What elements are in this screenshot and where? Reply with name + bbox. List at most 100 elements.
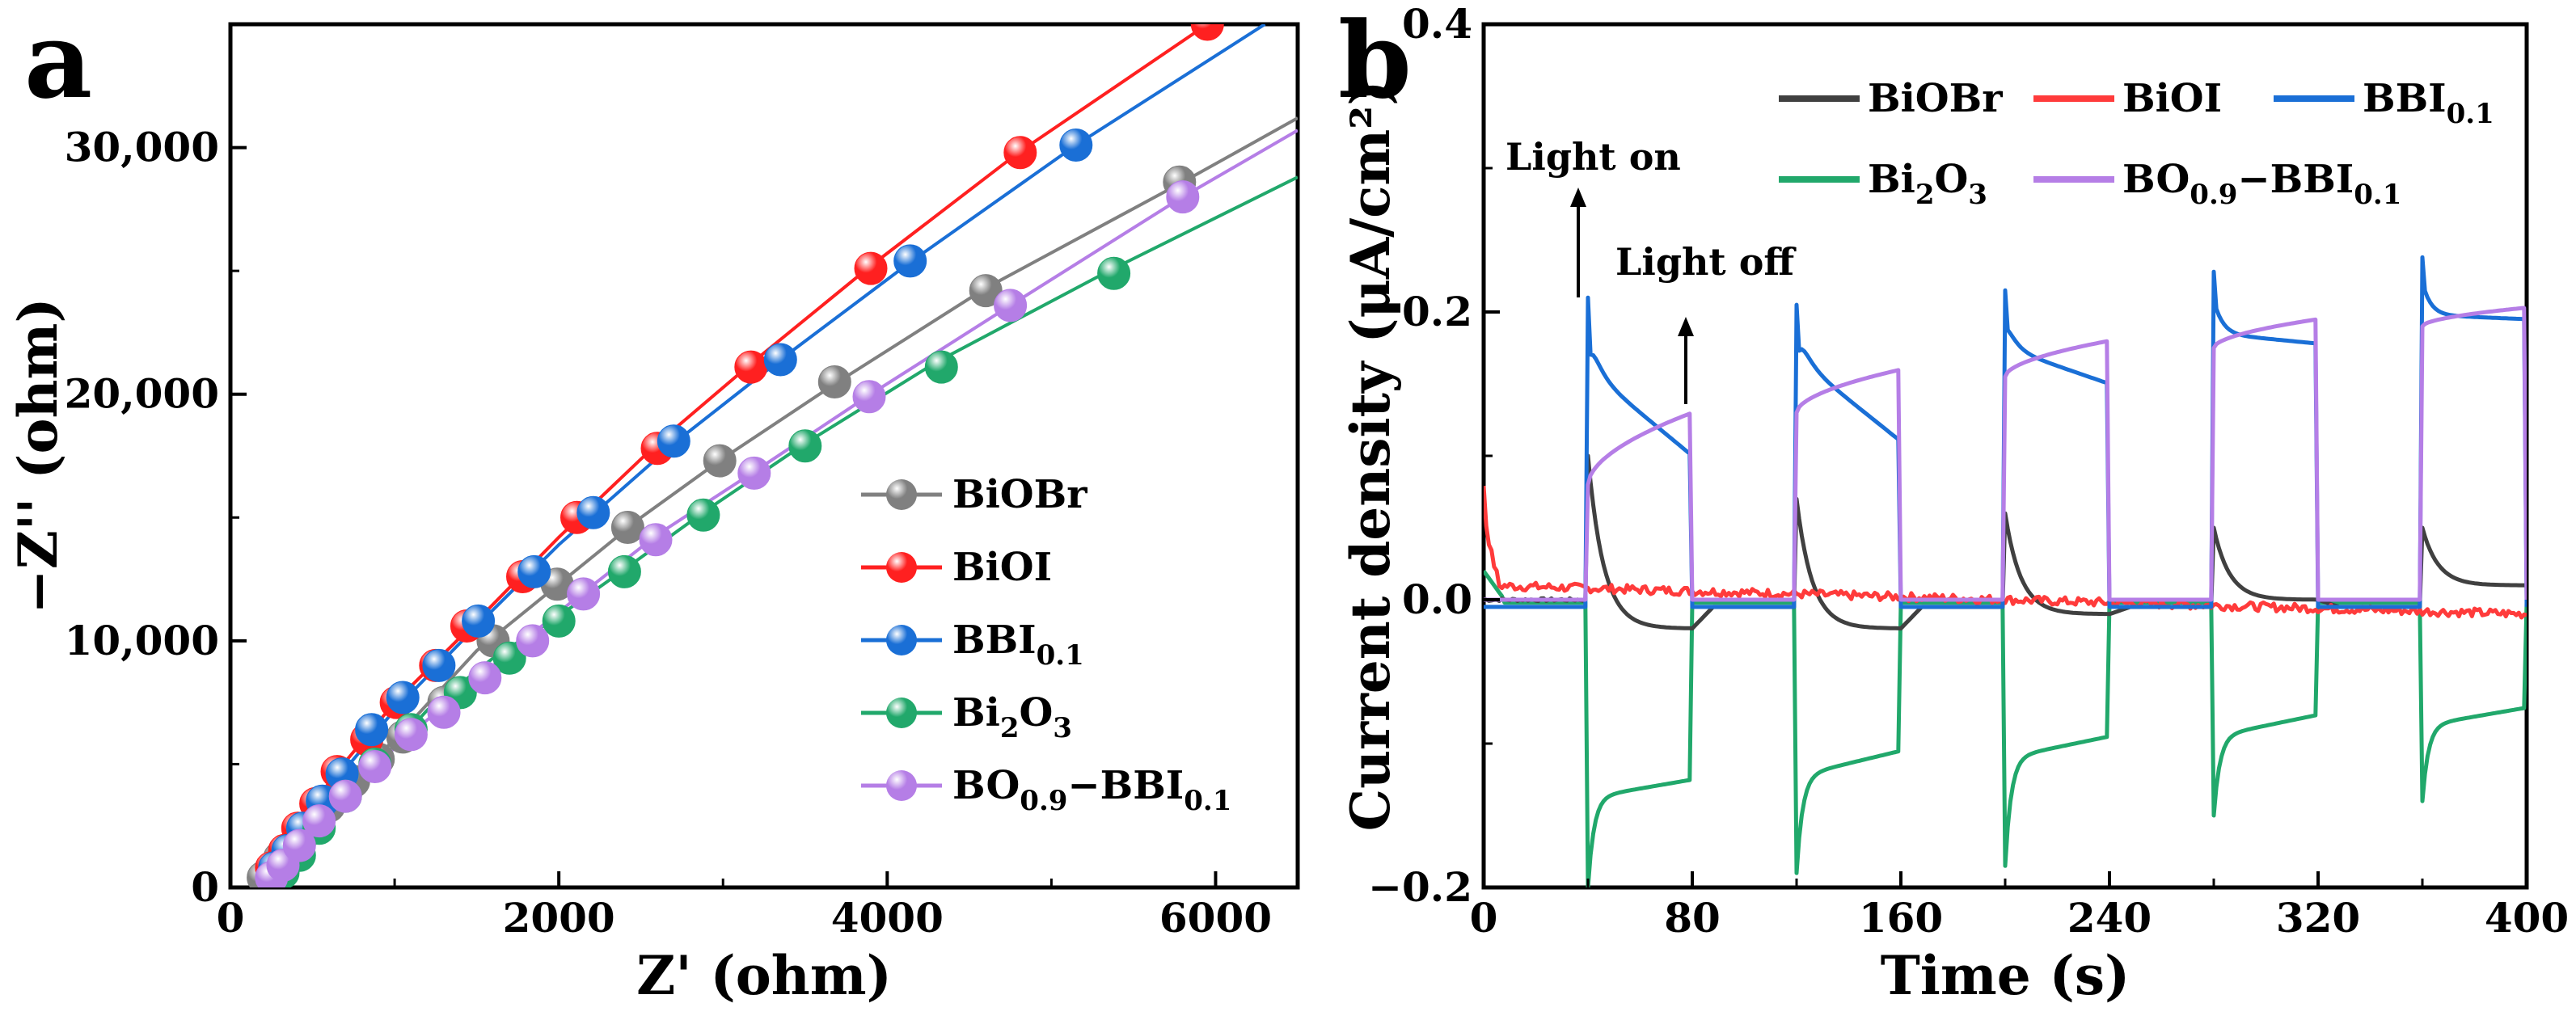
panel-b-series (1484, 255, 2527, 887)
panel-a-y-axis-title: −Z'' (ohm) (6, 297, 70, 613)
series-a-point-bo0-9-bbi0-1 (302, 804, 336, 838)
series-a-point-biobr (610, 511, 644, 544)
series-a-point-bi2o3 (788, 429, 822, 463)
svg-text:Bi2O3: Bi2O3 (952, 690, 1072, 744)
series-a-point-bo0-9-bbi0-1 (1166, 180, 1200, 214)
panel-b-ticks: 0 80 160 240 320 400 −0.2 0.0 0.2 0.4 (1368, 0, 2569, 942)
panel-a-y-tick-label: 30,000 (65, 124, 219, 171)
panel-b-y-axis-title: Current density (μA/cm²) (1339, 81, 1402, 832)
legend-a-label-bo-bbi: BO (952, 763, 1020, 808)
series-a-point-bbi0-1 (893, 244, 927, 278)
panel-a-y-tick-label: 0 (191, 863, 219, 911)
legend-a-label-bi2o3-o: O (1019, 690, 1053, 735)
legend-b-label-bo-bbi-sub: 0.9 (2190, 179, 2237, 211)
series-a-point-bo0-9-bbi0-1 (994, 289, 1028, 322)
legend-a-label-bi2o3-sub: 2 (1000, 712, 1020, 744)
series-a-point-bioi (734, 350, 768, 384)
legend-b-item-bbi: BBI0.1 (2274, 76, 2494, 130)
panel-a-y-tick-label: 20,000 (65, 370, 219, 418)
series-a-point-bbi0-1 (657, 424, 690, 458)
panel-a-x-tick-label: 0 (217, 894, 245, 942)
series-a-point-bo0-9-bbi0-1 (394, 718, 428, 752)
series-a-point-bbi0-1 (1059, 129, 1093, 162)
panel-b-x-tick-label: 80 (1664, 894, 1721, 942)
svg-text:BiOI: BiOI (2122, 76, 2222, 121)
legend-a-marker-biobr (886, 479, 917, 510)
series-a-point-bo0-9-bbi0-1 (358, 750, 392, 783)
legend-a-label-bi2o3: Bi (952, 690, 1000, 735)
legend-b-label-bi2o3-o: O (1934, 157, 1968, 202)
panel-a-x-tick-label: 4000 (831, 894, 944, 942)
svg-text:BBI0.1: BBI0.1 (952, 617, 1084, 672)
series-a-point-bioi (854, 251, 888, 285)
legend-a-item-bo-bbi: BO0.9−BBI0.1 (861, 763, 1231, 817)
svg-text:BBI0.1: BBI0.1 (2363, 76, 2494, 130)
svg-text:BiOI: BiOI (952, 545, 1052, 590)
legend-a-label-bbi-sub: 0.1 (1037, 639, 1084, 672)
panel-b-x-tick-label: 320 (2276, 894, 2360, 942)
legend-b-label-bi2o3: Bi (1868, 157, 1915, 202)
legend-b-label-bi2o3-sub2: 3 (1968, 179, 1987, 211)
legend-b-label-bbi-sub: 0.1 (2447, 98, 2494, 130)
panel-b-label: b (1338, 0, 1412, 122)
series-a-point-biobr (817, 365, 851, 398)
series-a-point-bo0-9-bbi0-1 (468, 661, 502, 695)
panel-a-ticks: 0 2000 4000 6000 0 10,000 20,000 30,000 (65, 124, 1272, 942)
series-a-point-bbi0-1 (576, 495, 610, 529)
panel-b-legend: BiOBr BiOI BBI0.1 Bi2O3 BO0.9−BBI0.1 (1779, 76, 2494, 211)
svg-text:Bi2O3: Bi2O3 (1868, 157, 1987, 211)
series-a-point-bbi0-1 (462, 604, 496, 638)
legend-b-item-bi2o3: Bi2O3 (1779, 157, 1987, 211)
legend-b-label-bbi: BBI (2363, 76, 2447, 121)
series-a-point-bo0-9-bbi0-1 (567, 577, 601, 611)
series-a-point-bbi0-1 (422, 648, 456, 682)
legend-a-label-bi2o3-sub2: 3 (1053, 712, 1072, 744)
legend-b-item-biobr: BiOBr (1779, 76, 2003, 121)
series-b-line-bioi (1484, 486, 2527, 620)
series-a-point-bo0-9-bbi0-1 (852, 380, 886, 414)
series-a-point-bi2o3 (607, 554, 641, 588)
series-a-point-bbi0-1 (386, 681, 420, 714)
series-a-point-bo0-9-bbi0-1 (328, 779, 362, 813)
panel-a-series (247, 24, 1298, 887)
series-a-point-bi2o3 (1097, 256, 1131, 290)
series-a-point-bbi0-1 (763, 343, 797, 377)
svg-text:BiOBr: BiOBr (1868, 76, 2003, 121)
panel-a-x-axis-title: Z' (ohm) (636, 944, 892, 1007)
legend-b-label-bo-bbi-main2: −BBI (2237, 157, 2354, 202)
panel-b-x-tick-label: 240 (2067, 894, 2152, 942)
panel-b-x-tick-label: 400 (2485, 894, 2569, 942)
annotation-light-off-text: Light off (1615, 240, 1797, 284)
panel-b-y-tick-label: 0.4 (1402, 0, 1472, 48)
panel-a-legend: BiOBr BiOI BBI0.1 Bi2O3 BO0.9−BBI0.1 (861, 472, 1231, 817)
series-a-point-bbi0-1 (355, 713, 389, 747)
legend-a-label-bioi: BiOI (952, 545, 1052, 590)
panel-b-y-tick-label: −0.2 (1368, 863, 1472, 911)
series-a-point-bi2o3 (492, 641, 526, 675)
legend-b-item-bo-bbi: BO0.9−BBI0.1 (2033, 157, 2401, 211)
legend-b-label-biobr: BiOBr (1868, 76, 2003, 121)
series-a-point-bo0-9-bbi0-1 (737, 456, 771, 490)
annotation-light-on-arrowhead (1570, 188, 1586, 207)
panel-b-x-tick-label: 160 (1859, 894, 1943, 942)
panel-a-nyquist-plot: a 0 2000 4000 6000 0 10,000 20,000 30,000 Z' (o… (6, 0, 1300, 1007)
panel-b-y-tick-label: 0.0 (1402, 575, 1472, 623)
svg-text:BO0.9−BBI0.1: BO0.9−BBI0.1 (2122, 157, 2401, 211)
legend-a-marker-bbi (886, 625, 917, 655)
legend-a-label-biobr: BiOBr (952, 472, 1087, 517)
panel-a-x-tick-label: 6000 (1159, 894, 1272, 942)
panel-a-frame (228, 22, 1300, 890)
series-a-point-bo0-9-bbi0-1 (516, 624, 550, 658)
annotation-light-off-arrowhead (1678, 317, 1694, 336)
svg-text:BiOBr: BiOBr (952, 472, 1087, 517)
legend-a-item-bbi: BBI0.1 (861, 617, 1084, 672)
series-a-point-biobr (969, 274, 1003, 308)
series-b-line-bo0-9-bbi0-1 (1484, 306, 2527, 602)
legend-a-item-bi2o3: Bi2O3 (861, 690, 1072, 744)
series-a-point-bi2o3 (924, 350, 958, 384)
legend-a-item-bioi: BiOI (861, 545, 1052, 590)
legend-b-label-bioi: BiOI (2122, 76, 2222, 121)
series-b-line-bi2o3 (1484, 569, 2527, 887)
legend-b-label-bi2o3-sub: 2 (1915, 179, 1935, 211)
series-a-point-bioi (1003, 136, 1037, 170)
